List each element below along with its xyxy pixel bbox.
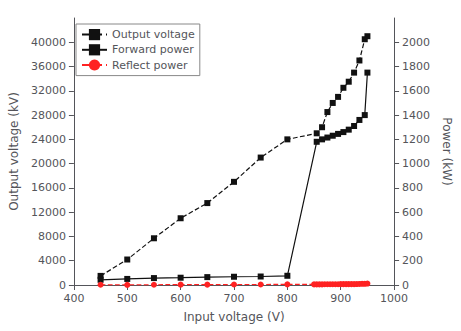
svg-text:16000: 16000 <box>31 181 66 194</box>
svg-text:28000: 28000 <box>31 109 66 122</box>
svg-text:1400: 1400 <box>402 109 430 122</box>
svg-text:1000: 1000 <box>402 157 430 170</box>
svg-text:20000: 20000 <box>31 157 66 170</box>
svg-text:Power (kW): Power (kW) <box>440 117 454 185</box>
svg-text:Reflect power: Reflect power <box>112 59 188 72</box>
svg-text:2000: 2000 <box>402 36 430 49</box>
svg-text:500: 500 <box>117 292 138 305</box>
svg-text:600: 600 <box>170 292 191 305</box>
svg-text:40000: 40000 <box>31 36 66 49</box>
svg-text:200: 200 <box>402 254 423 267</box>
svg-text:Output voltage (kV): Output voltage (kV) <box>7 92 21 211</box>
svg-text:600: 600 <box>402 206 423 219</box>
svg-text:400: 400 <box>402 230 423 243</box>
svg-text:Input voltage (V): Input voltage (V) <box>183 310 284 324</box>
svg-text:32000: 32000 <box>31 84 66 97</box>
svg-text:Forward power: Forward power <box>112 43 194 56</box>
svg-text:800: 800 <box>277 292 298 305</box>
svg-text:800: 800 <box>402 181 423 194</box>
svg-text:24000: 24000 <box>31 133 66 146</box>
svg-text:1200: 1200 <box>402 133 430 146</box>
svg-text:8000: 8000 <box>38 230 66 243</box>
svg-text:700: 700 <box>223 292 244 305</box>
svg-text:4000: 4000 <box>38 254 66 267</box>
svg-text:0: 0 <box>59 279 66 292</box>
svg-text:1000: 1000 <box>380 292 408 305</box>
svg-text:36000: 36000 <box>31 60 66 73</box>
svg-text:400: 400 <box>63 292 84 305</box>
svg-text:0: 0 <box>402 279 409 292</box>
svg-text:Output voltage: Output voltage <box>112 28 195 41</box>
svg-text:1800: 1800 <box>402 60 430 73</box>
svg-text:1600: 1600 <box>402 84 430 97</box>
svg-text:12000: 12000 <box>31 206 66 219</box>
svg-text:900: 900 <box>330 292 351 305</box>
